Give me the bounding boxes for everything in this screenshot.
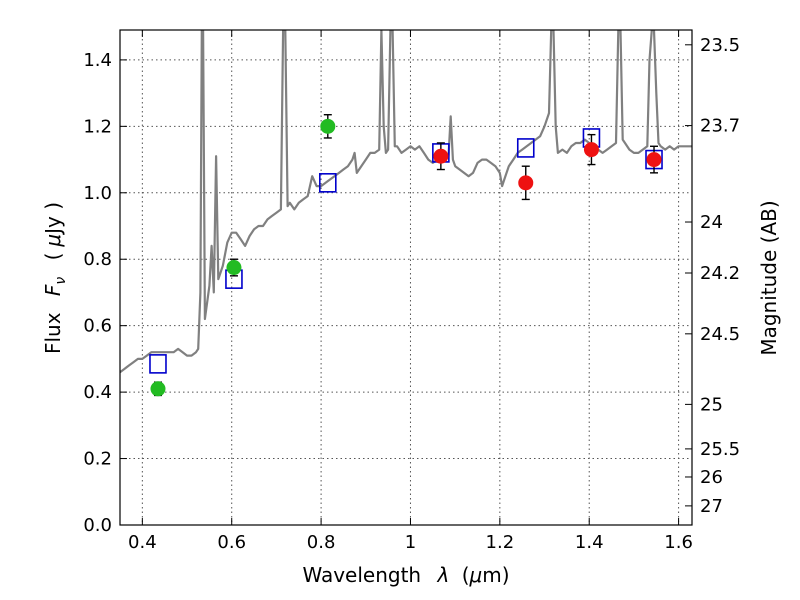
x-axis-label-unit-open: ( bbox=[462, 563, 470, 587]
y-tick-label: 0.4 bbox=[83, 382, 112, 403]
model-square bbox=[318, 173, 337, 193]
y2-tick-label: 24 bbox=[700, 212, 723, 233]
y2-tick-label: 24.2 bbox=[700, 263, 740, 284]
y2-tick-label: 23.7 bbox=[700, 116, 740, 137]
y2-axis-ticks: 23.5 23.7 24 24.2 24.5 25 25.5 26 27 bbox=[685, 35, 740, 517]
model-square bbox=[149, 354, 167, 374]
x-tick-label: 0.8 bbox=[307, 532, 336, 553]
x-tick-label: 1.6 bbox=[664, 532, 693, 553]
y2-tick-label: 27 bbox=[700, 496, 723, 517]
x-axis-label-unit-rest: m) bbox=[482, 563, 509, 587]
x-axis-ticks: 0.4 0.6 0.8 1 1.2 1.4 1.6 bbox=[128, 30, 693, 553]
x-axis-label: Wavelength λ (μm) bbox=[302, 563, 509, 587]
observed-point-red bbox=[433, 148, 449, 164]
x-tick-label: 1.4 bbox=[575, 532, 604, 553]
spectrum-line bbox=[120, 30, 692, 374]
y2-tick-label: 26 bbox=[700, 467, 723, 488]
plot-frame bbox=[119, 29, 693, 526]
y-tick-label: 0.8 bbox=[83, 249, 112, 270]
y2-axis-label: Magnitude (AB) bbox=[757, 200, 781, 355]
y-tick-label: 0.2 bbox=[83, 449, 112, 470]
y-tick-label: 1.4 bbox=[83, 50, 112, 71]
observed-point-red bbox=[646, 152, 662, 168]
x-axis-label-unit-mu: μ bbox=[469, 563, 483, 587]
y-tick-label: 1.2 bbox=[83, 116, 112, 137]
y2-tick-label: 25 bbox=[700, 394, 723, 415]
y-tick-label: 0.6 bbox=[83, 316, 112, 337]
observed-point-green bbox=[150, 381, 166, 397]
y-axis-label-unit-rest: Jy ) bbox=[41, 202, 65, 236]
y-axis-label-subscript: ν bbox=[53, 277, 69, 285]
x-tick-label: 0.6 bbox=[217, 532, 246, 553]
y2-tick-label: 25.5 bbox=[700, 439, 740, 460]
y-tick-label: 1.0 bbox=[83, 183, 112, 204]
observed-point-red bbox=[518, 175, 534, 191]
observed-point-green bbox=[226, 260, 242, 276]
y2-tick-label: 24.5 bbox=[700, 324, 740, 345]
plot-area bbox=[120, 30, 692, 397]
y-axis-label-text: Flux bbox=[41, 312, 65, 354]
x-tick-label: 0.4 bbox=[128, 532, 157, 553]
x-axis-label-text: Wavelength bbox=[302, 563, 421, 587]
y-axis-ticks: 0.0 0.2 0.4 0.6 0.8 1.0 1.2 1.4 bbox=[83, 50, 127, 536]
y-axis-label: Flux Fν ( μJy ) bbox=[41, 202, 70, 354]
observed-points bbox=[150, 118, 662, 397]
y-axis-label-symbol: F bbox=[41, 284, 65, 296]
y-axis-label-unit-mu: μ bbox=[41, 234, 65, 248]
x-tick-label: 1.2 bbox=[486, 532, 515, 553]
model-square bbox=[516, 138, 535, 158]
x-tick-label: 1 bbox=[405, 532, 416, 553]
y-tick-label: 0.0 bbox=[83, 515, 112, 536]
observed-point-green bbox=[320, 118, 336, 134]
observed-point-red bbox=[583, 142, 599, 158]
y2-tick-label: 23.5 bbox=[700, 35, 740, 56]
y-axis-label-unit-open: ( bbox=[41, 253, 65, 261]
x-axis-label-symbol: λ bbox=[436, 563, 449, 587]
